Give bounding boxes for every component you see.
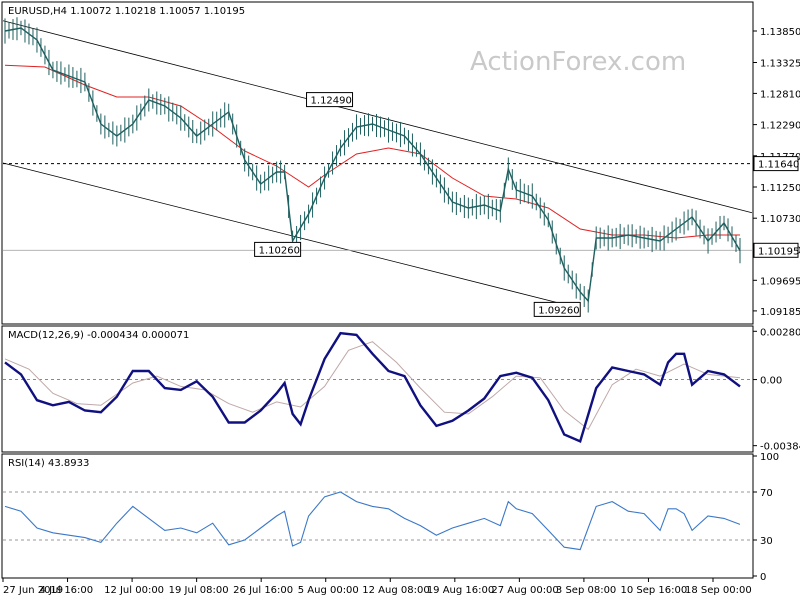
- macd-title: MACD(12,26,9) -0.000434 0.000071: [8, 330, 189, 341]
- annotation-label: 1.09260: [538, 305, 579, 316]
- rsi-panel-frame: [1, 453, 754, 579]
- y-tick-label: 100: [760, 452, 779, 463]
- y-tick-label: 0.00: [760, 376, 782, 387]
- x-tick-label: 26 Jul 16:00: [233, 585, 293, 596]
- price-lines: 1.11640 1.10195: [2, 17, 799, 313]
- price-panel-frame: [1, 1, 754, 325]
- rsi-y-axis: 100 70 30 0: [753, 452, 779, 583]
- x-tick-label: 3 Sep 08:00: [556, 585, 616, 596]
- macd-lines: [3, 331, 752, 444]
- price-panel: ActionForex.com EURUSD,H4 1.10072 1.1021…: [1, 1, 800, 325]
- y-tick-label: 0.002808: [760, 327, 800, 338]
- x-tick-label: 12 Jul 00:00: [104, 585, 164, 596]
- last-price-label-box: [753, 242, 799, 258]
- x-tick-label: 27 Aug 00:00: [491, 585, 558, 596]
- y-tick-label: 1.09185: [760, 307, 800, 318]
- rsi-line: [4, 491, 741, 551]
- x-tick-label: 27 Jun 2019: [3, 585, 63, 596]
- price-title: EURUSD,H4 1.10072 1.10218 1.10057 1.1019…: [8, 6, 245, 17]
- annotation-box: [254, 241, 302, 257]
- y-tick-label: 30: [760, 536, 773, 547]
- y-tick-label: -0.003848: [760, 442, 800, 453]
- macd-panel: MACD(12,26,9) -0.000434 0.000071 0.00280…: [1, 325, 800, 453]
- annotation-box: [306, 92, 354, 108]
- watermark: ActionForex.com: [470, 47, 686, 77]
- last-price-label: 1.10195: [758, 246, 799, 257]
- resistance-label: 1.11640: [758, 160, 799, 171]
- x-tick-label: 19 Jul 08:00: [169, 585, 229, 596]
- macd-signal-line: [4, 341, 741, 431]
- x-tick-label: 4 Jul 16:00: [40, 585, 94, 596]
- y-tick-label: 1.12290: [760, 121, 800, 132]
- x-tick-label: 19 Aug 16:00: [427, 585, 494, 596]
- annotation-box: [533, 301, 581, 317]
- rsi-lines: [3, 491, 752, 551]
- moving-average-line: [4, 64, 740, 239]
- y-tick-label: 1.13325: [760, 59, 800, 70]
- y-tick-label: 1.10730: [760, 214, 800, 225]
- resistance-label-box: [753, 156, 799, 172]
- rsi-panel: RSI(14) 43.8933 100 70 30 0: [1, 452, 779, 583]
- rsi-title: RSI(14) 43.8933: [8, 458, 89, 469]
- macd-line: [4, 331, 741, 444]
- x-tick-label: 10 Sep 16:00: [620, 585, 687, 596]
- price-line: [4, 27, 741, 303]
- price-annotations: 1.12490 1.10260 1.09260: [254, 92, 581, 317]
- annotation-label: 1.10260: [259, 245, 300, 256]
- y-tick-label: 1.13850: [760, 27, 800, 38]
- x-tick-label: 12 Aug 08:00: [362, 585, 429, 596]
- y-tick-label: 1.12810: [760, 89, 800, 100]
- x-tick-label: 18 Sep 00:00: [685, 585, 752, 596]
- y-tick-label: 1.11250: [760, 183, 800, 194]
- x-tick-label: 5 Aug 00:00: [298, 585, 359, 596]
- y-tick-label: 1.09695: [760, 276, 800, 287]
- macd-panel-frame: [1, 325, 754, 453]
- y-tick-label: 70: [760, 488, 773, 499]
- price-y-axis: 1.138501.133251.128101.122901.117701.112…: [753, 27, 800, 318]
- annotation-label: 1.12490: [311, 96, 352, 107]
- channel-upper-line: [2, 20, 753, 214]
- channel-lower-line: [2, 162, 573, 307]
- y-tick-label: 0: [760, 572, 766, 583]
- macd-y-axis: 0.002808 0.00 -0.003848: [753, 327, 800, 453]
